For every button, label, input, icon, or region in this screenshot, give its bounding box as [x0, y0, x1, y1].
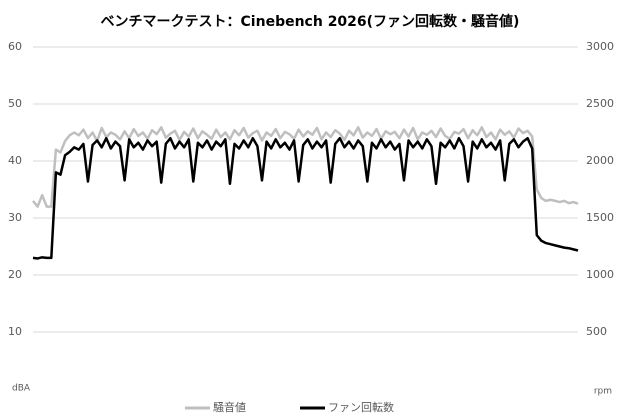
- y-tick-label: 40: [8, 154, 22, 167]
- y-tick-label: 10: [8, 325, 22, 338]
- y-tick-label: 50: [8, 97, 22, 110]
- y2-tick-label: 2000: [586, 154, 614, 167]
- y2-tick-label: 500: [586, 325, 607, 338]
- y2-tick-label: 1000: [586, 268, 614, 281]
- series-line: [32, 126, 579, 208]
- y-tick-label: 20: [8, 268, 22, 281]
- chart-title: ベンチマークテスト：Cinebench 2026(ファン回転数・騒音値): [101, 13, 520, 30]
- y-axis-label: dBA: [12, 384, 31, 394]
- y-tick-label: 60: [8, 40, 22, 53]
- legend-label: 騒音値: [213, 400, 246, 414]
- y-tick-label: 30: [8, 211, 22, 224]
- y2-axis-label: rpm: [594, 387, 612, 397]
- y2-tick-label: 2500: [586, 97, 614, 110]
- legend-label: ファン回転数: [328, 401, 394, 414]
- series-line: [32, 136, 579, 260]
- y2-tick-label: 3000: [586, 40, 614, 53]
- y2-tick-label: 1500: [586, 211, 614, 224]
